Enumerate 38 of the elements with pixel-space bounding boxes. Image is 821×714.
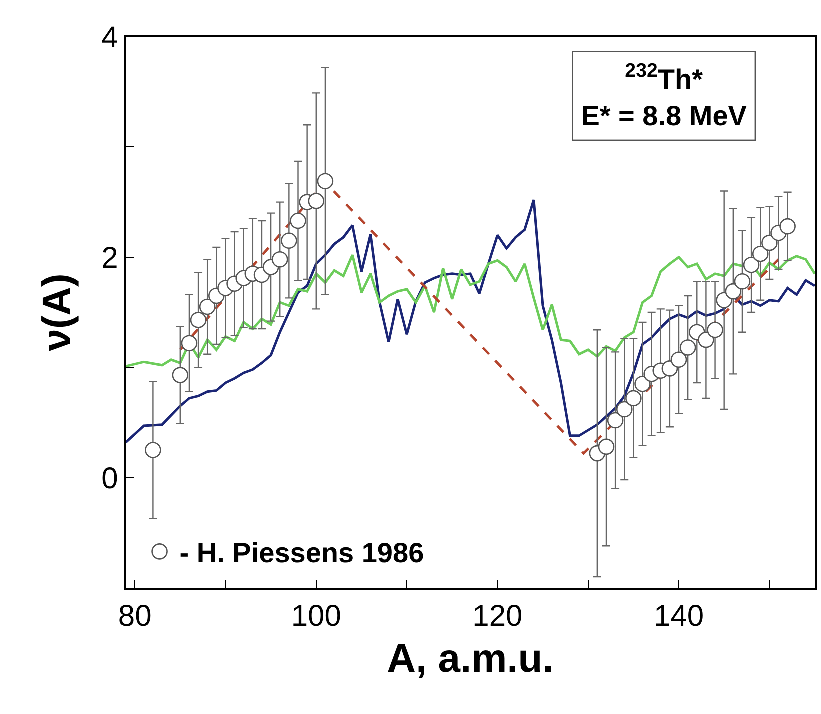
point xyxy=(607,412,624,429)
y-tick-label: 2 xyxy=(102,242,118,275)
point xyxy=(634,376,651,392)
point xyxy=(752,246,769,262)
point xyxy=(762,234,778,252)
annotation: $^{232}$Th* xyxy=(625,60,704,95)
point xyxy=(743,256,760,274)
point xyxy=(698,332,714,348)
x-axis-title: A, a.m.u. xyxy=(387,636,554,681)
point xyxy=(199,298,216,316)
point xyxy=(725,283,742,300)
point xyxy=(626,390,642,407)
point xyxy=(290,212,306,230)
point xyxy=(598,438,615,456)
y-tick-label: 0 xyxy=(102,462,118,496)
line-series xyxy=(126,198,815,444)
x-tick-label: 140 xyxy=(654,600,704,633)
point xyxy=(308,193,325,210)
x-tick-label: 100 xyxy=(291,600,342,633)
point xyxy=(145,442,162,458)
annotation: E* = 8.8 MeV xyxy=(581,100,748,132)
point xyxy=(181,335,198,352)
point xyxy=(190,312,207,328)
point xyxy=(281,232,298,250)
point xyxy=(734,273,751,290)
legend-label: - H. Piessens 1986 xyxy=(180,538,424,569)
point xyxy=(680,340,696,356)
point xyxy=(780,218,796,235)
y-axis-title: ν(A) xyxy=(36,274,80,352)
point xyxy=(317,173,334,190)
point xyxy=(272,251,288,268)
point xyxy=(172,367,189,384)
point xyxy=(616,401,633,418)
y-tick-label: 4 xyxy=(102,22,118,54)
x-tick-label: 80 xyxy=(118,600,152,633)
point xyxy=(670,352,688,368)
x-tick-label: 120 xyxy=(472,600,523,633)
point xyxy=(707,322,724,338)
